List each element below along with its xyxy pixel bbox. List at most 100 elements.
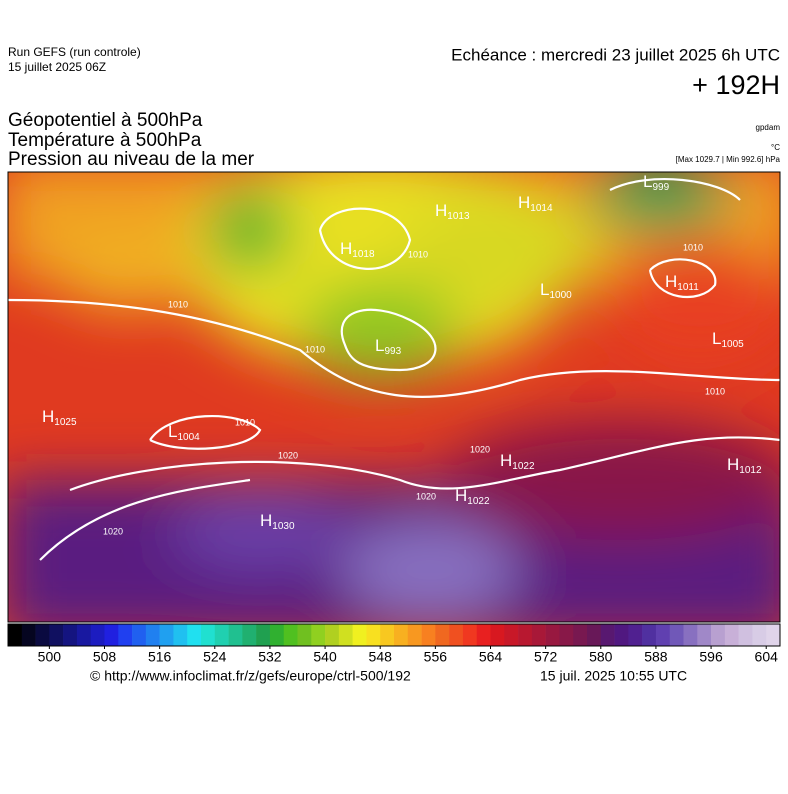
colorbar-swatch bbox=[173, 624, 188, 646]
center-value: 1025 bbox=[54, 417, 77, 428]
contour-label: 1020 bbox=[416, 491, 436, 501]
center-value: 1018 bbox=[352, 249, 375, 260]
colorbar-swatch bbox=[545, 624, 560, 646]
colorbar-swatch bbox=[504, 624, 519, 646]
colorbar-swatch bbox=[366, 624, 381, 646]
center-letter: H bbox=[340, 239, 352, 258]
field: Géopotentiel à 500hPa bbox=[8, 110, 203, 131]
colorbar-swatch bbox=[338, 624, 353, 646]
colorbar-swatch bbox=[752, 624, 767, 646]
colorbar-label: 532 bbox=[258, 649, 282, 665]
contour-label: 1010 bbox=[705, 386, 725, 396]
unit: °C bbox=[771, 143, 780, 152]
unit: [Max 1029.7 | Min 992.6] hPa bbox=[676, 155, 781, 164]
colorbar-swatch bbox=[559, 624, 574, 646]
colorbar-swatch bbox=[476, 624, 491, 646]
colorbar-swatch bbox=[49, 624, 64, 646]
colorbar-swatch bbox=[21, 624, 36, 646]
colorbar-swatch bbox=[655, 624, 671, 646]
colorbar-label: 604 bbox=[755, 649, 779, 665]
center-value: 1005 bbox=[721, 339, 744, 350]
center-letter: L bbox=[643, 172, 652, 191]
colorbar-label: 596 bbox=[699, 649, 723, 665]
colorbar-label: 540 bbox=[313, 649, 337, 665]
pressure-center: H1018 bbox=[340, 239, 375, 259]
center-letter: H bbox=[42, 407, 54, 426]
valid-time: Echéance : mercredi 23 juillet 2025 6h U… bbox=[451, 45, 780, 64]
center-value: 1014 bbox=[530, 203, 553, 214]
contour-label: 1010 bbox=[235, 417, 255, 427]
colorbar-swatch bbox=[421, 624, 436, 646]
colorbar-swatch bbox=[104, 624, 119, 646]
pressure-center: H1022 bbox=[455, 486, 490, 506]
contour-label: 1020 bbox=[103, 526, 123, 536]
colorbar-swatch bbox=[738, 624, 753, 646]
colorbar-swatch bbox=[311, 624, 326, 646]
center-letter: H bbox=[500, 451, 512, 470]
colorbar-swatch bbox=[325, 624, 340, 646]
colorbar-label: 580 bbox=[589, 649, 613, 665]
lead-time: + 192H bbox=[692, 70, 780, 100]
contour-label: 1010 bbox=[408, 249, 428, 259]
run: Run GEFS (run controle) bbox=[8, 45, 141, 59]
colorbar-swatch bbox=[145, 624, 160, 646]
pressure-center: L999 bbox=[643, 172, 670, 192]
center-value: 1011 bbox=[677, 282, 699, 293]
colorbar-swatch bbox=[600, 624, 615, 646]
pressure-center: H1030 bbox=[260, 511, 295, 531]
pressure-center: H1014 bbox=[518, 193, 553, 213]
center-value: 1013 bbox=[447, 211, 470, 222]
colorbar-swatch bbox=[490, 624, 505, 646]
run-date: 15 juillet 2025 06Z bbox=[8, 60, 106, 74]
pressure-center: H1025 bbox=[42, 407, 77, 427]
center-value: 993 bbox=[384, 346, 401, 357]
center-letter: H bbox=[518, 193, 530, 212]
colorbar-swatch bbox=[518, 624, 533, 646]
center-value: 1030 bbox=[272, 521, 295, 532]
colorbar-label: 516 bbox=[148, 649, 172, 665]
colorbar-label: 548 bbox=[369, 649, 393, 665]
colorbar-swatch bbox=[256, 624, 271, 646]
colorbar-swatch bbox=[132, 624, 147, 646]
colorbar-swatch bbox=[269, 624, 285, 646]
colorbar-swatch bbox=[628, 624, 643, 646]
colorbar-swatch bbox=[531, 624, 546, 646]
colorbar-swatch bbox=[697, 624, 712, 646]
center-letter: L bbox=[540, 280, 549, 299]
colorbar-swatch bbox=[394, 624, 409, 646]
colorbar-swatch bbox=[90, 624, 105, 646]
colorbar-label: 524 bbox=[203, 649, 227, 665]
colorbar-swatch bbox=[642, 624, 657, 646]
pressure-center: H1013 bbox=[435, 201, 470, 221]
center-value: 1004 bbox=[177, 432, 200, 443]
center-letter: L bbox=[712, 329, 721, 348]
colorbar-swatch bbox=[283, 624, 298, 646]
colorbar-swatch bbox=[711, 624, 726, 646]
colorbar-swatch bbox=[380, 624, 395, 646]
colorbar-swatch bbox=[462, 624, 478, 646]
colorbar-swatch bbox=[297, 624, 312, 646]
field: Pression au niveau de la mer bbox=[8, 149, 255, 170]
center-letter: H bbox=[665, 272, 677, 291]
center-value: 1000 bbox=[549, 290, 572, 301]
center-letter: H bbox=[435, 201, 447, 220]
colorbar-swatch bbox=[242, 624, 257, 646]
pressure-center: L1004 bbox=[168, 422, 200, 442]
colorbar-swatch bbox=[214, 624, 229, 646]
center-value: 1012 bbox=[739, 465, 762, 476]
center-letter: L bbox=[375, 336, 384, 355]
contour-label: 1010 bbox=[683, 242, 703, 252]
pressure-center: H1022 bbox=[500, 451, 535, 471]
colorbar-swatch bbox=[669, 624, 684, 646]
center-value: 999 bbox=[652, 182, 669, 193]
center-value: 1022 bbox=[467, 496, 490, 507]
contour-label: 1010 bbox=[305, 344, 325, 354]
colorbar-swatch bbox=[187, 624, 202, 646]
colorbar-swatch bbox=[8, 624, 23, 646]
colorbar-label: 556 bbox=[424, 649, 448, 665]
colorbar-label: 500 bbox=[38, 649, 62, 665]
center-letter: H bbox=[260, 511, 272, 530]
contour-label: 1020 bbox=[470, 444, 490, 454]
pressure-center: H1011 bbox=[665, 272, 699, 292]
center-letter: H bbox=[727, 455, 739, 474]
